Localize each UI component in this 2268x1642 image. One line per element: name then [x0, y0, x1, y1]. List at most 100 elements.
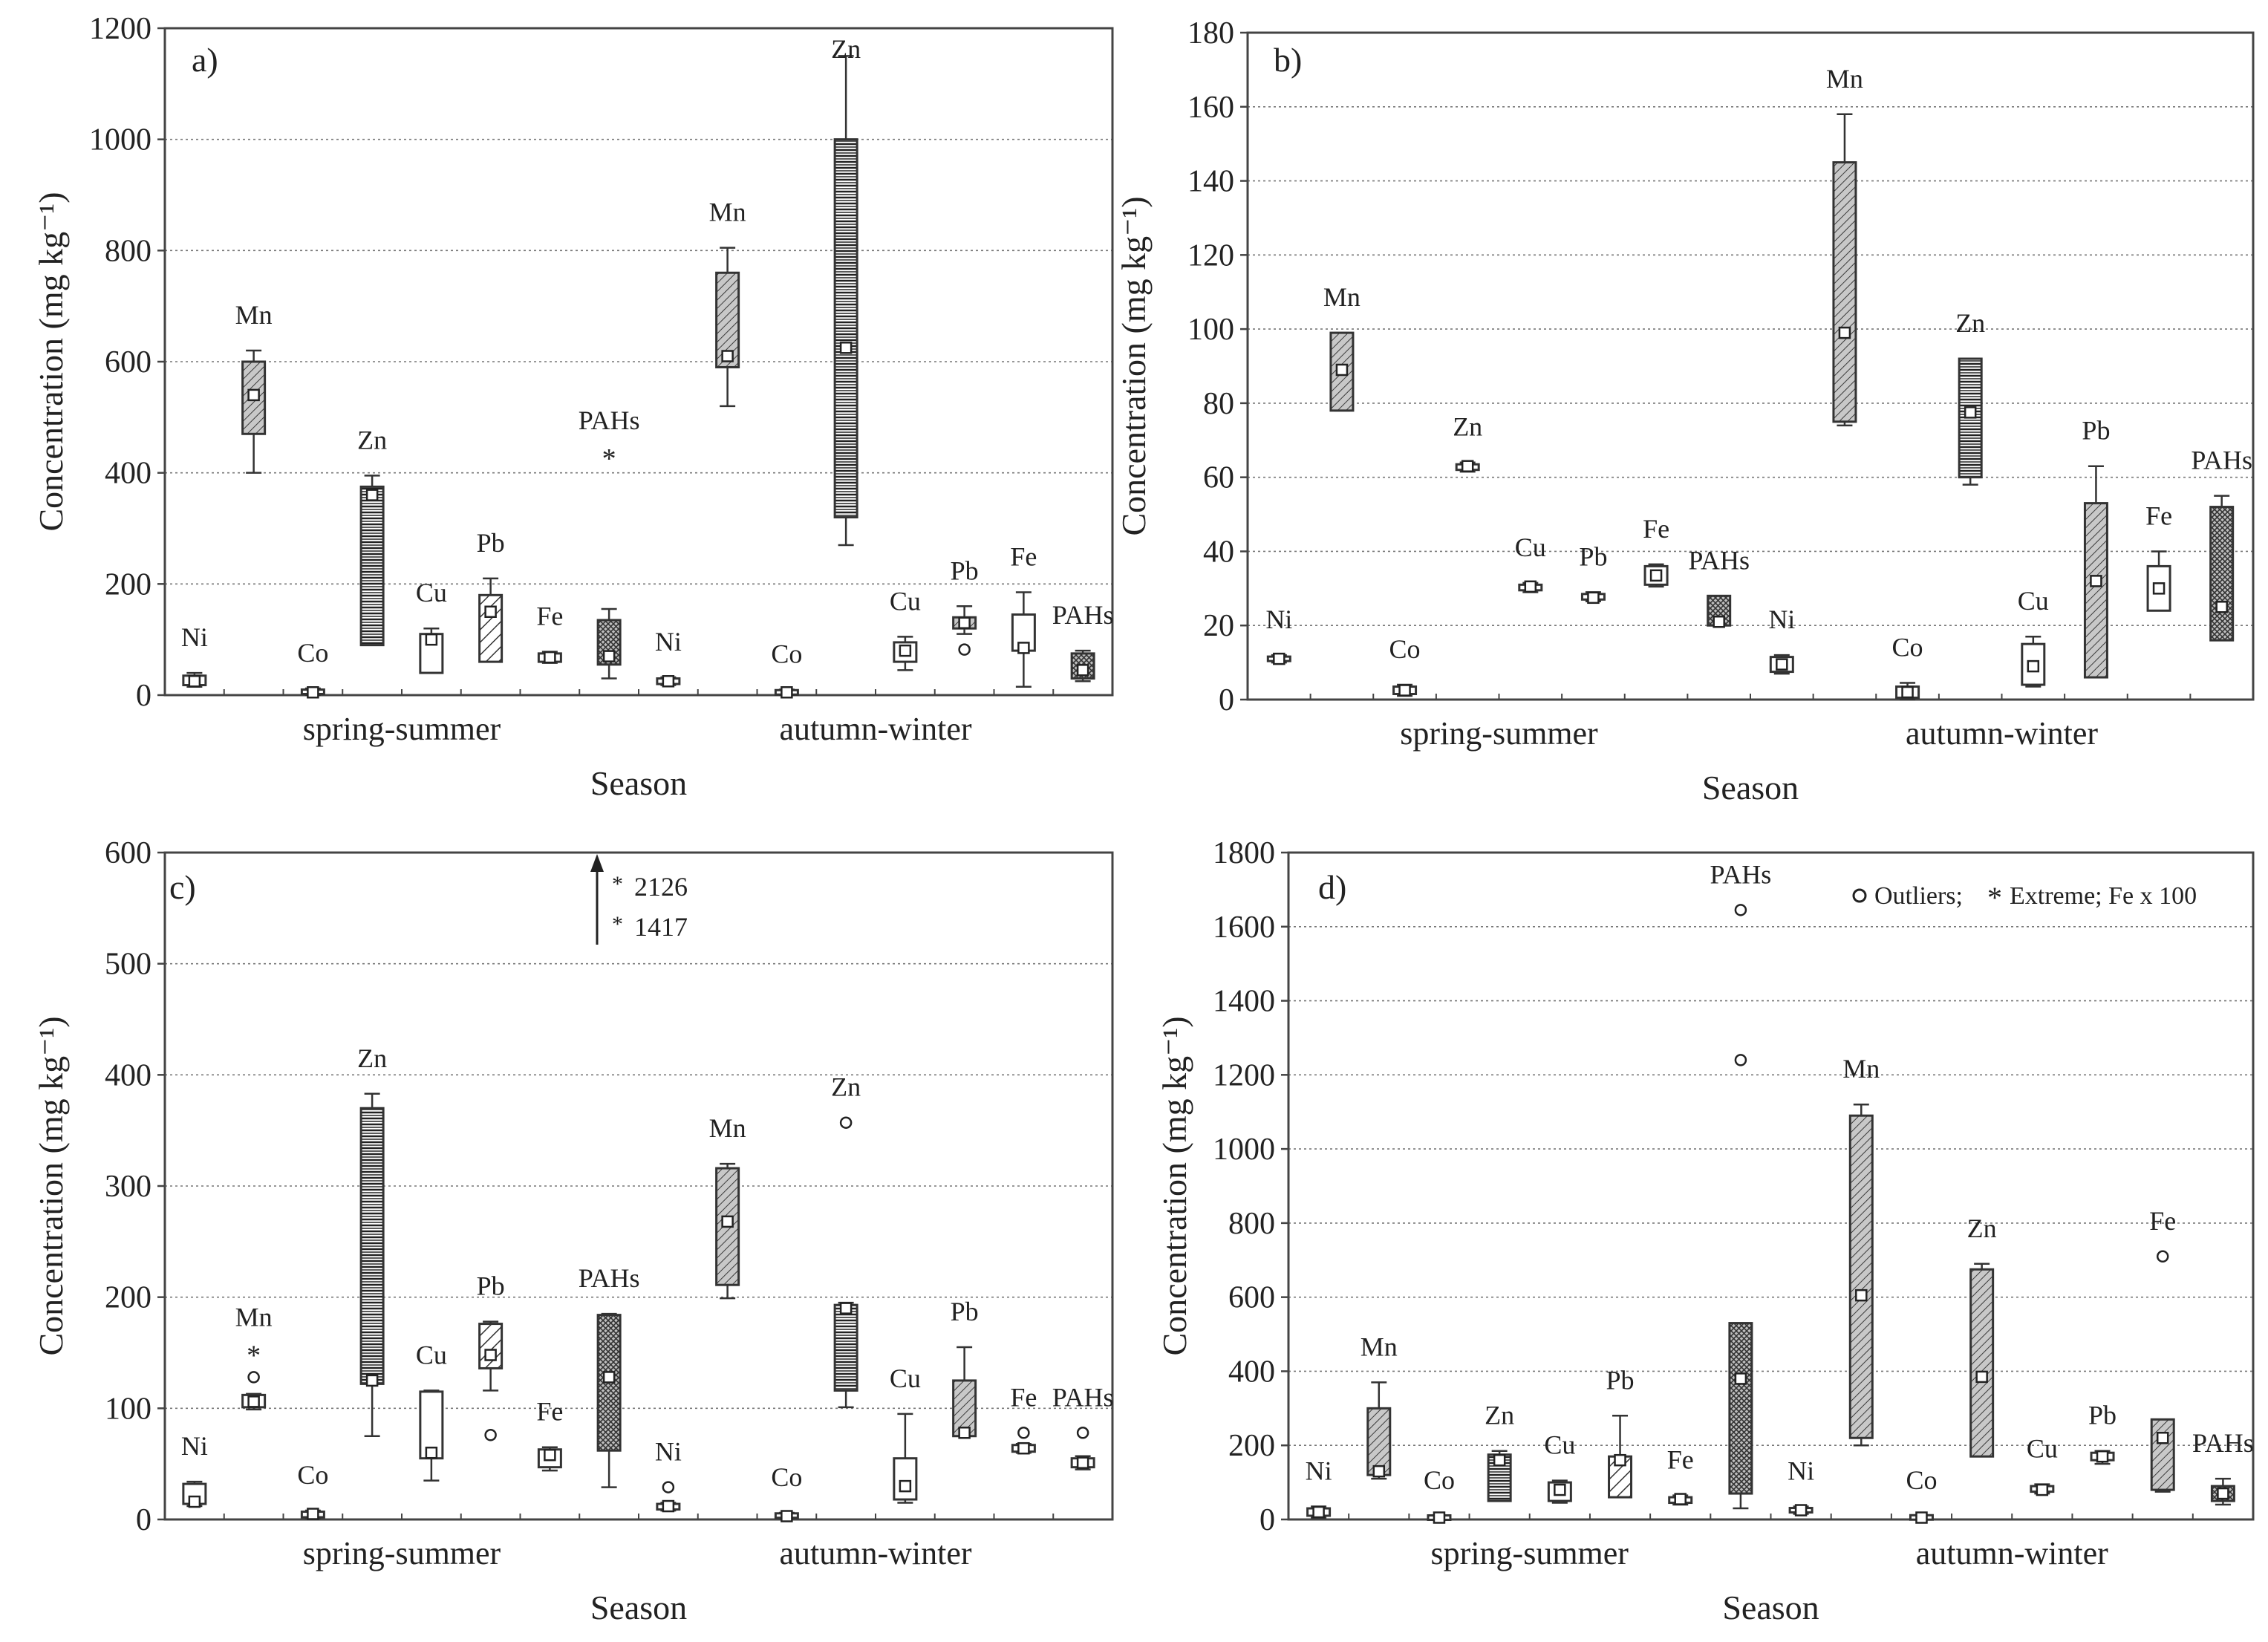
box-pb-spring-summer: [478, 577, 504, 663]
box-co-autumn-winter: [1909, 1511, 1934, 1524]
median-marker: [1312, 1505, 1325, 1519]
element-label: Zn: [1485, 1401, 1514, 1430]
median-marker: [721, 350, 734, 362]
box-co-spring-summer: [1392, 683, 1418, 697]
element-label: PAHs: [1710, 859, 1772, 889]
offscale-value-2: 1417: [634, 912, 688, 942]
element-label: Co: [1906, 1465, 1937, 1495]
element-label: Fe: [1010, 1382, 1037, 1412]
box-zn-autumn-winter: [1958, 357, 1983, 486]
box-pahs-autumn-winter: [2209, 495, 2235, 642]
y-tick-label: 40: [1203, 535, 1234, 569]
box-mn-autumn-winter: [715, 247, 740, 408]
median-marker: [1794, 1504, 1808, 1516]
element-label: Fe: [536, 1397, 563, 1427]
box-mn-autumn-winter: [1848, 1103, 1874, 1447]
extreme-point: *: [602, 443, 616, 475]
y-tick-label: 180: [1187, 16, 1234, 51]
y-tick-label: 1800: [1213, 836, 1275, 870]
box-zn-autumn-winter: [833, 55, 858, 547]
y-tick-label: 140: [1187, 165, 1234, 199]
element-label: Ni: [655, 627, 682, 657]
y-tick-label: 0: [1219, 683, 1234, 717]
box-body: [359, 485, 385, 647]
outlier-point: [1017, 1427, 1030, 1439]
box-fe-autumn-winter: [1011, 591, 1036, 688]
element-label: Fe: [2149, 1206, 2176, 1236]
y-tick-label: 600: [105, 836, 151, 870]
season-label-spring-summer: spring-summer: [303, 711, 501, 747]
outlier-point: [2156, 1250, 2169, 1263]
median-marker: [365, 1374, 379, 1387]
element-label: Mn: [235, 1303, 273, 1332]
median-marker: [958, 1427, 971, 1439]
box-pb-autumn-winter: [952, 605, 977, 656]
box-fe-spring-summer: [537, 1446, 562, 1472]
median-marker: [484, 605, 497, 618]
median-marker: [1017, 1441, 1030, 1455]
median-marker: [247, 388, 260, 402]
element-label: Pb: [951, 556, 979, 585]
box-ni-autumn-winter: [1788, 1504, 1814, 1516]
element-label: Co: [297, 638, 328, 668]
box-co-spring-summer: [300, 1508, 325, 1520]
box-ni-autumn-winter: [1769, 654, 1794, 675]
y-tick-label: 1400: [1213, 985, 1275, 1019]
box-zn-autumn-winter: [833, 1116, 858, 1409]
element-label: PAHs: [2192, 1428, 2254, 1458]
median-marker: [1372, 1465, 1386, 1478]
offscale-star-1: *: [612, 872, 623, 896]
median-marker: [365, 489, 379, 501]
element-label: Zn: [357, 1043, 387, 1073]
element-label: Zn: [1453, 412, 1482, 442]
element-label: Co: [297, 1460, 328, 1490]
median-marker: [188, 675, 201, 688]
outlier-point: [1076, 1427, 1089, 1439]
box-pahs-spring-summer: [596, 1312, 622, 1488]
y-tick-label: 160: [1187, 91, 1234, 125]
y-tick-label: 0: [136, 679, 151, 713]
outlier-point: [1734, 904, 1747, 916]
box-co-autumn-winter: [774, 686, 799, 699]
y-tick-label: 600: [105, 345, 151, 379]
x-axis-title: Season: [590, 764, 687, 802]
element-label: Fe: [1010, 542, 1037, 572]
box-body: [1969, 1268, 1995, 1458]
median-marker: [1273, 652, 1285, 665]
median-marker: [781, 686, 793, 699]
median-marker: [602, 650, 616, 662]
element-label: Co: [1424, 1465, 1455, 1495]
element-label: Fe: [2145, 501, 2172, 530]
median-marker: [1335, 363, 1349, 377]
box-ni-autumn-winter: [656, 675, 681, 688]
box-body: [1329, 331, 1355, 412]
median-marker: [247, 1395, 260, 1408]
box-body: [1366, 1407, 1392, 1476]
median-marker: [484, 1349, 497, 1361]
element-label: Mn: [1842, 1054, 1880, 1084]
median-marker: [839, 1302, 853, 1314]
x-axis-title: Season: [1702, 769, 1799, 807]
y-tick-label: 20: [1203, 609, 1234, 643]
element-label: Zn: [1955, 308, 1985, 338]
element-label: Fe: [1643, 514, 1669, 544]
box-body: [833, 1303, 858, 1392]
median-marker: [1674, 1493, 1687, 1505]
box-pb-autumn-winter: [2090, 1450, 2115, 1465]
element-label: Cu: [890, 586, 921, 616]
box-co-spring-summer: [300, 686, 325, 699]
median-marker: [958, 616, 971, 629]
legend-outlier-marker: [1852, 888, 1867, 903]
element-label: Zn: [831, 34, 861, 64]
x-axis-title: Season: [1722, 1589, 1819, 1626]
element-label: Zn: [357, 425, 387, 455]
box-fe-spring-summer: [1643, 563, 1669, 588]
element-label: Ni: [655, 1437, 682, 1467]
median-marker: [307, 1508, 319, 1520]
season-label-spring-summer: spring-summer: [1431, 1535, 1629, 1571]
box-cu-autumn-winter: [2021, 635, 2046, 688]
box-pahs-spring-summer: [1707, 594, 1732, 628]
median-marker: [1915, 1511, 1928, 1524]
box-cu-autumn-winter: [893, 1413, 918, 1504]
